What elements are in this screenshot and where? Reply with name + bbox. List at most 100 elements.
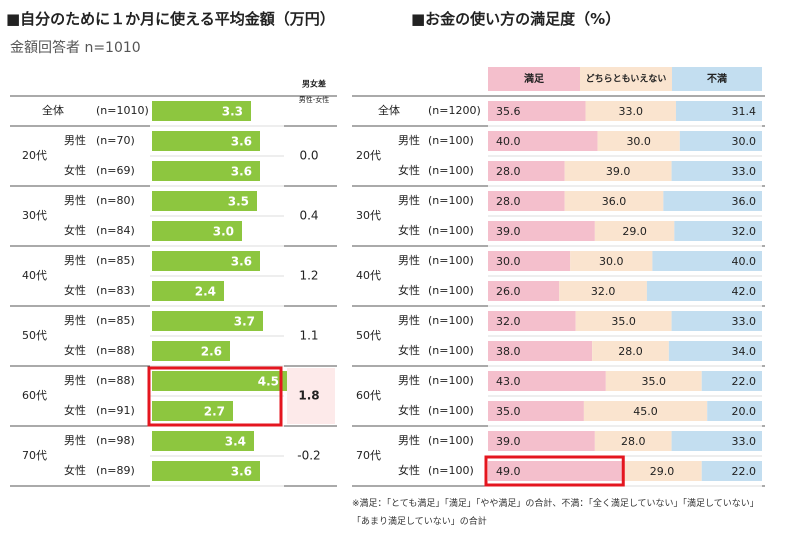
satisfaction-segment-0	[488, 281, 560, 301]
row-n-label: (n=85)	[96, 254, 135, 267]
age-group-label: 30代	[22, 209, 47, 222]
gender-gap-value: -0.2	[297, 449, 320, 463]
row-n-label: (n=69)	[96, 164, 135, 177]
respondent-note: 金額回答者 n=1010	[10, 40, 141, 56]
satisfaction-segment-2	[663, 191, 762, 211]
satisfaction-value-label: 43.0	[496, 375, 521, 388]
satisfaction-value-label: 39.0	[496, 435, 521, 448]
right-chart-title: ■お金の使い方の満足度（%）	[411, 10, 621, 28]
satisfaction-value-label: 39.0	[496, 225, 521, 238]
satisfaction-segment-0	[488, 341, 593, 361]
satisfaction-segment-0	[488, 221, 595, 241]
satisfaction-value-label: 35.0	[642, 375, 667, 388]
row-n-label: (n=80)	[96, 194, 135, 207]
satisfaction-value-label: 22.0	[732, 375, 757, 388]
satisfaction-segment-0	[488, 431, 595, 451]
row-n-label: (n=89)	[96, 464, 135, 477]
satisfaction-value-label: 45.0	[633, 405, 658, 418]
gap-subheader: 男性-女性	[299, 95, 330, 104]
row-n-label: (n=70)	[96, 134, 135, 147]
row-label-overall: 全体	[42, 103, 64, 117]
satisfaction-value-label: 30.0	[732, 135, 757, 148]
gender-gap-value: 0.0	[299, 149, 318, 163]
satisfaction-value-label: 30.0	[496, 255, 521, 268]
highlight-box	[484, 455, 625, 487]
satisfaction-segment-2	[675, 101, 762, 121]
amount-value-label: 3.0	[213, 225, 234, 239]
satisfaction-segment-1	[605, 371, 702, 391]
row-gender-label: 男性	[64, 253, 86, 267]
satisfaction-segment-1	[583, 401, 708, 421]
amount-bar	[152, 191, 257, 211]
amount-value-label: 3.6	[231, 135, 252, 149]
satisfaction-value-label: 29.0	[650, 465, 675, 478]
satisfaction-value-label: 49.0	[496, 465, 521, 478]
amount-value-label: 2.6	[201, 345, 222, 359]
legend-swatch-2	[672, 67, 762, 91]
row-n-label: (n=100)	[428, 134, 474, 147]
left-chart-title: ■自分のために１か月に使える平均金額（万円）	[6, 10, 335, 28]
row-n-label: (n=91)	[96, 404, 135, 417]
row-gender-label: 女性	[398, 403, 420, 417]
gender-gap-value: 0.4	[299, 209, 318, 223]
satisfaction-segment-2	[701, 371, 762, 391]
row-n-label: (n=100)	[428, 224, 474, 237]
satisfaction-value-label: 20.0	[732, 405, 757, 418]
amount-value-label: 2.7	[204, 405, 225, 419]
amount-bar	[152, 161, 260, 181]
age-group-label: 70代	[356, 449, 381, 462]
amount-value-label: 3.7	[234, 315, 255, 329]
satisfaction-value-label: 32.0	[496, 315, 521, 328]
row-gender-label: 男性	[64, 373, 86, 387]
satisfaction-segment-2	[707, 401, 762, 421]
row-n-label: (n=88)	[96, 374, 135, 387]
amount-bar	[152, 281, 224, 301]
satisfaction-value-label: 32.0	[732, 225, 757, 238]
row-n-label: (n=100)	[428, 284, 474, 297]
highlight-box	[147, 366, 283, 427]
satisfaction-value-label: 28.0	[618, 345, 643, 358]
row-gender-label: 女性	[64, 163, 86, 177]
satisfaction-value-label: 35.0	[496, 405, 521, 418]
satisfaction-value-label: 33.0	[732, 165, 757, 178]
amount-bar	[152, 431, 254, 451]
row-gender-label: 男性	[64, 433, 86, 447]
satisfaction-segment-2	[671, 431, 762, 451]
row-gender-label: 女性	[398, 343, 420, 357]
amount-value-label: 3.6	[231, 255, 252, 269]
amount-value-label: 3.5	[228, 195, 249, 209]
row-n-label: (n=83)	[96, 284, 135, 297]
satisfaction-segment-1	[594, 431, 672, 451]
age-group-label: 60代	[22, 389, 47, 402]
row-gender-label: 男性	[398, 433, 420, 447]
amount-bar	[152, 251, 260, 271]
row-n-label: (n=100)	[428, 344, 474, 357]
age-group-label: 30代	[356, 209, 381, 222]
age-group-label: 20代	[356, 149, 381, 162]
satisfaction-value-label: 29.0	[622, 225, 647, 238]
legend-swatch-1	[580, 67, 672, 91]
satisfaction-value-label: 28.0	[621, 435, 646, 448]
row-gender-label: 女性	[64, 343, 86, 357]
row-gender-label: 男性	[398, 373, 420, 387]
row-n-label: (n=100)	[428, 404, 474, 417]
satisfaction-value-label: 35.0	[611, 315, 636, 328]
amount-bar	[152, 101, 251, 121]
row-gender-label: 男性	[64, 313, 86, 327]
row-label-overall: 全体	[378, 103, 400, 117]
satisfaction-segment-1	[594, 221, 675, 241]
satisfaction-segment-2	[679, 131, 762, 151]
row-gender-label: 男性	[64, 193, 86, 207]
satisfaction-segment-1	[592, 341, 669, 361]
row-n-label: (n=1010)	[96, 104, 149, 117]
satisfaction-segment-0	[488, 371, 606, 391]
row-n-label: (n=100)	[428, 164, 474, 177]
satisfaction-segment-2	[652, 251, 762, 271]
row-n-label: (n=84)	[96, 224, 135, 237]
row-n-label: (n=100)	[428, 464, 474, 477]
satisfaction-value-label: 33.0	[619, 105, 644, 118]
row-gender-label: 女性	[398, 163, 420, 177]
row-n-label: (n=100)	[428, 254, 474, 267]
satisfaction-segment-2	[671, 161, 762, 181]
amount-bar	[152, 221, 242, 241]
